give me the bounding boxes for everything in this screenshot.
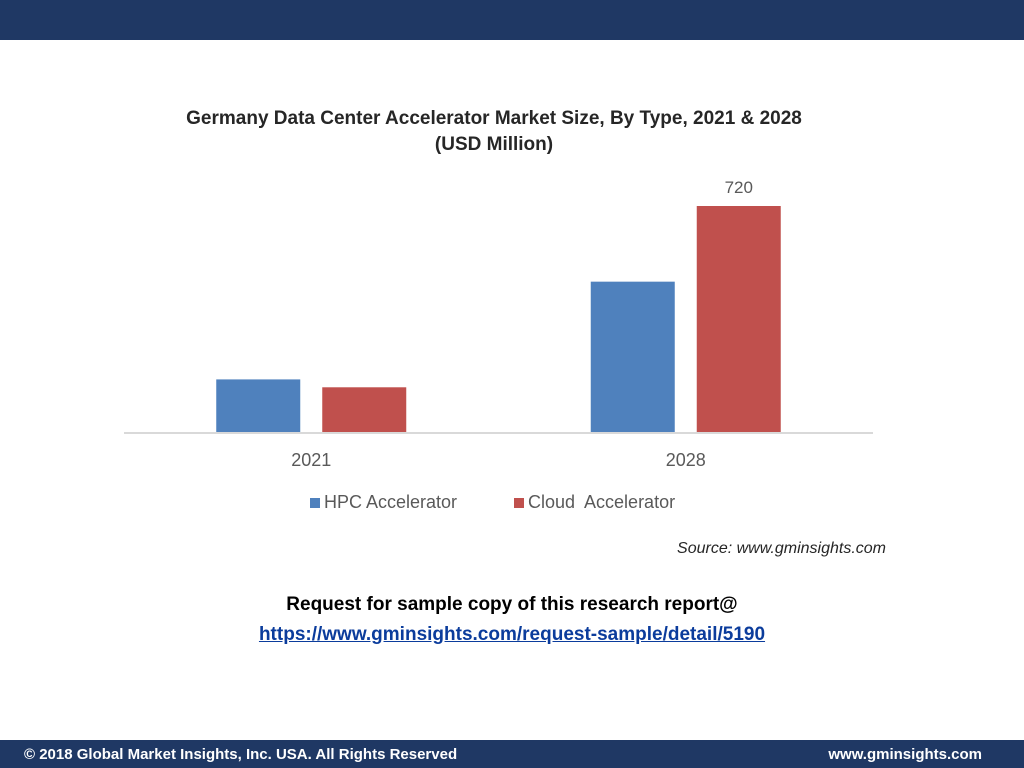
request-link[interactable]: https://www.gminsights.com/request-sampl…: [258, 624, 766, 645]
chart-subtitle: (USD Million): [435, 134, 553, 155]
x-tick-label: 2021: [291, 450, 331, 470]
chart-source: Source: www.gminsights.com: [677, 540, 886, 557]
legend-label-hpc-accelerator: HPC Accelerator: [324, 492, 457, 512]
bar-chart: Germany Data Center Accelerator Market S…: [124, 108, 886, 557]
legend-swatch-cloud-accelerator: [514, 498, 524, 508]
data-label-2028: 720: [725, 178, 753, 197]
legend-swatch-hpc-accelerator: [310, 498, 320, 508]
chart-title: Germany Data Center Accelerator Market S…: [186, 108, 802, 129]
x-tick-label: 2028: [666, 450, 706, 470]
bar-2021-cloud-accelerator: [322, 387, 407, 433]
copyright-text: © 2018 Global Market Insights, Inc. USA.…: [24, 745, 458, 763]
request-block: Request for sample copy of this research…: [0, 590, 1024, 650]
request-text: Request for sample copy of this research…: [286, 594, 738, 615]
bar-2028-cloud-accelerator: [696, 206, 781, 433]
bar-2021-hpc-accelerator: [216, 379, 301, 433]
footer-website[interactable]: www.gminsights.com: [828, 745, 982, 763]
bar-2028-hpc-accelerator: [590, 281, 675, 433]
header-bar: [0, 0, 1024, 40]
legend-label-cloud-accelerator: Cloud Accelerator: [528, 492, 675, 512]
footer-bar: © 2018 Global Market Insights, Inc. USA.…: [0, 740, 1024, 768]
chart-container: Germany Data Center Accelerator Market S…: [0, 40, 1024, 580]
